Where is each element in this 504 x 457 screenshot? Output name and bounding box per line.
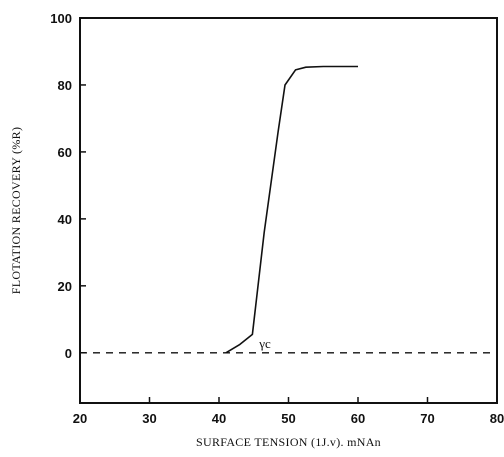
critical-surface-tension-annotation: γc [258,336,271,351]
y-tick-label: 60 [58,145,72,160]
plot-frame [79,17,498,404]
x-tick-label: 70 [420,411,434,426]
y-tick-label: 80 [58,78,72,93]
x-tick-label: 40 [212,411,226,426]
y-axis-title: FLOTATION RECOVERY (%R) [9,127,23,295]
x-tick-label: 50 [281,411,295,426]
y-tick-label: 0 [65,346,72,361]
y-tick-label: 20 [58,279,72,294]
x-tick-label: 60 [351,411,365,426]
x-tick-label: 30 [142,411,156,426]
y-tick-label: 100 [50,11,72,26]
x-axis-title: SURFACE TENSION (1J.v). mNAn [196,435,381,449]
x-tick-label: 20 [73,411,87,426]
y-tick-label: 40 [58,212,72,227]
x-tick-label: 80 [490,411,504,426]
recovery-curve-line [225,65,358,354]
